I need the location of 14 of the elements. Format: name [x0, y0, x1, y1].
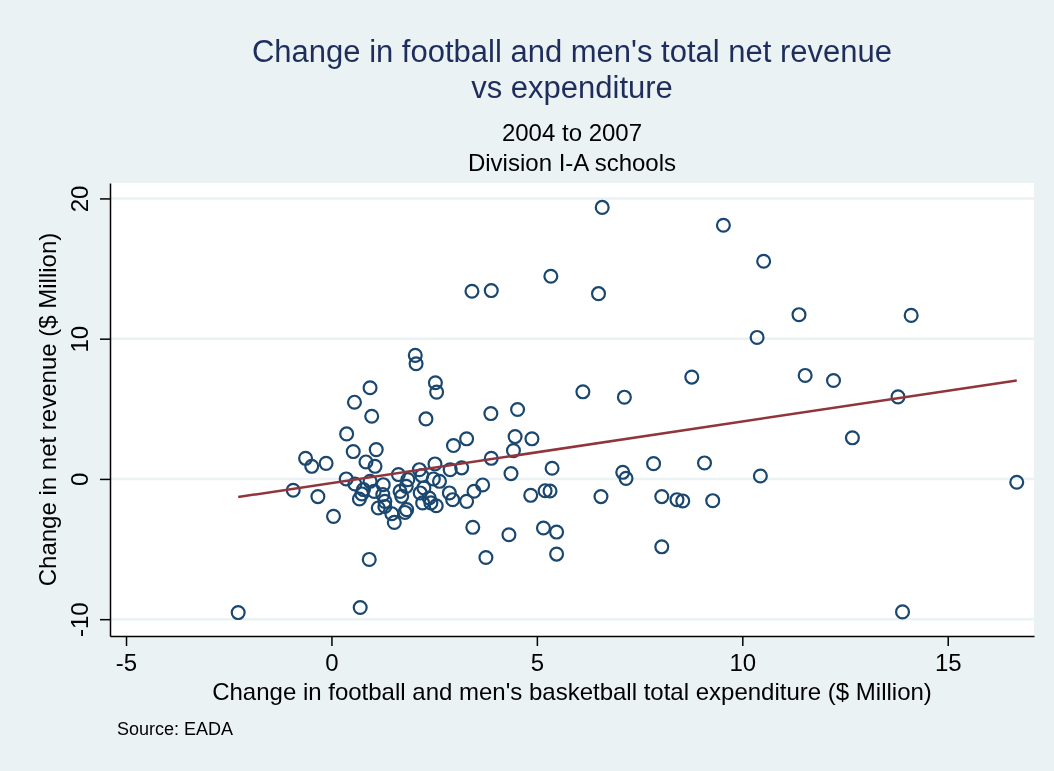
- y-axis-title: Change in net revenue ($ Million): [34, 232, 61, 587]
- y-tick-label: 0: [66, 472, 93, 487]
- y-tick-label: 20: [66, 185, 93, 213]
- x-tick-label: 0: [325, 648, 339, 676]
- x-tick-label: -5: [115, 648, 138, 676]
- x-axis-title: Change in football and men's basketball total expenditure ($ Million): [212, 678, 932, 705]
- source-note: Source: EADA: [117, 719, 234, 739]
- x-tick-label: 10: [729, 648, 757, 676]
- chart-title: Change in football and men's total net revenue vs expenditure: [251, 34, 893, 105]
- chart-subtitle: 2004 to 2007 Division I-A schools: [467, 119, 677, 176]
- y-tick-label: 10: [66, 325, 93, 353]
- y-tick-label: -10: [66, 602, 93, 638]
- x-tick-label: 5: [530, 648, 545, 676]
- x-tick-label: 15: [934, 648, 962, 676]
